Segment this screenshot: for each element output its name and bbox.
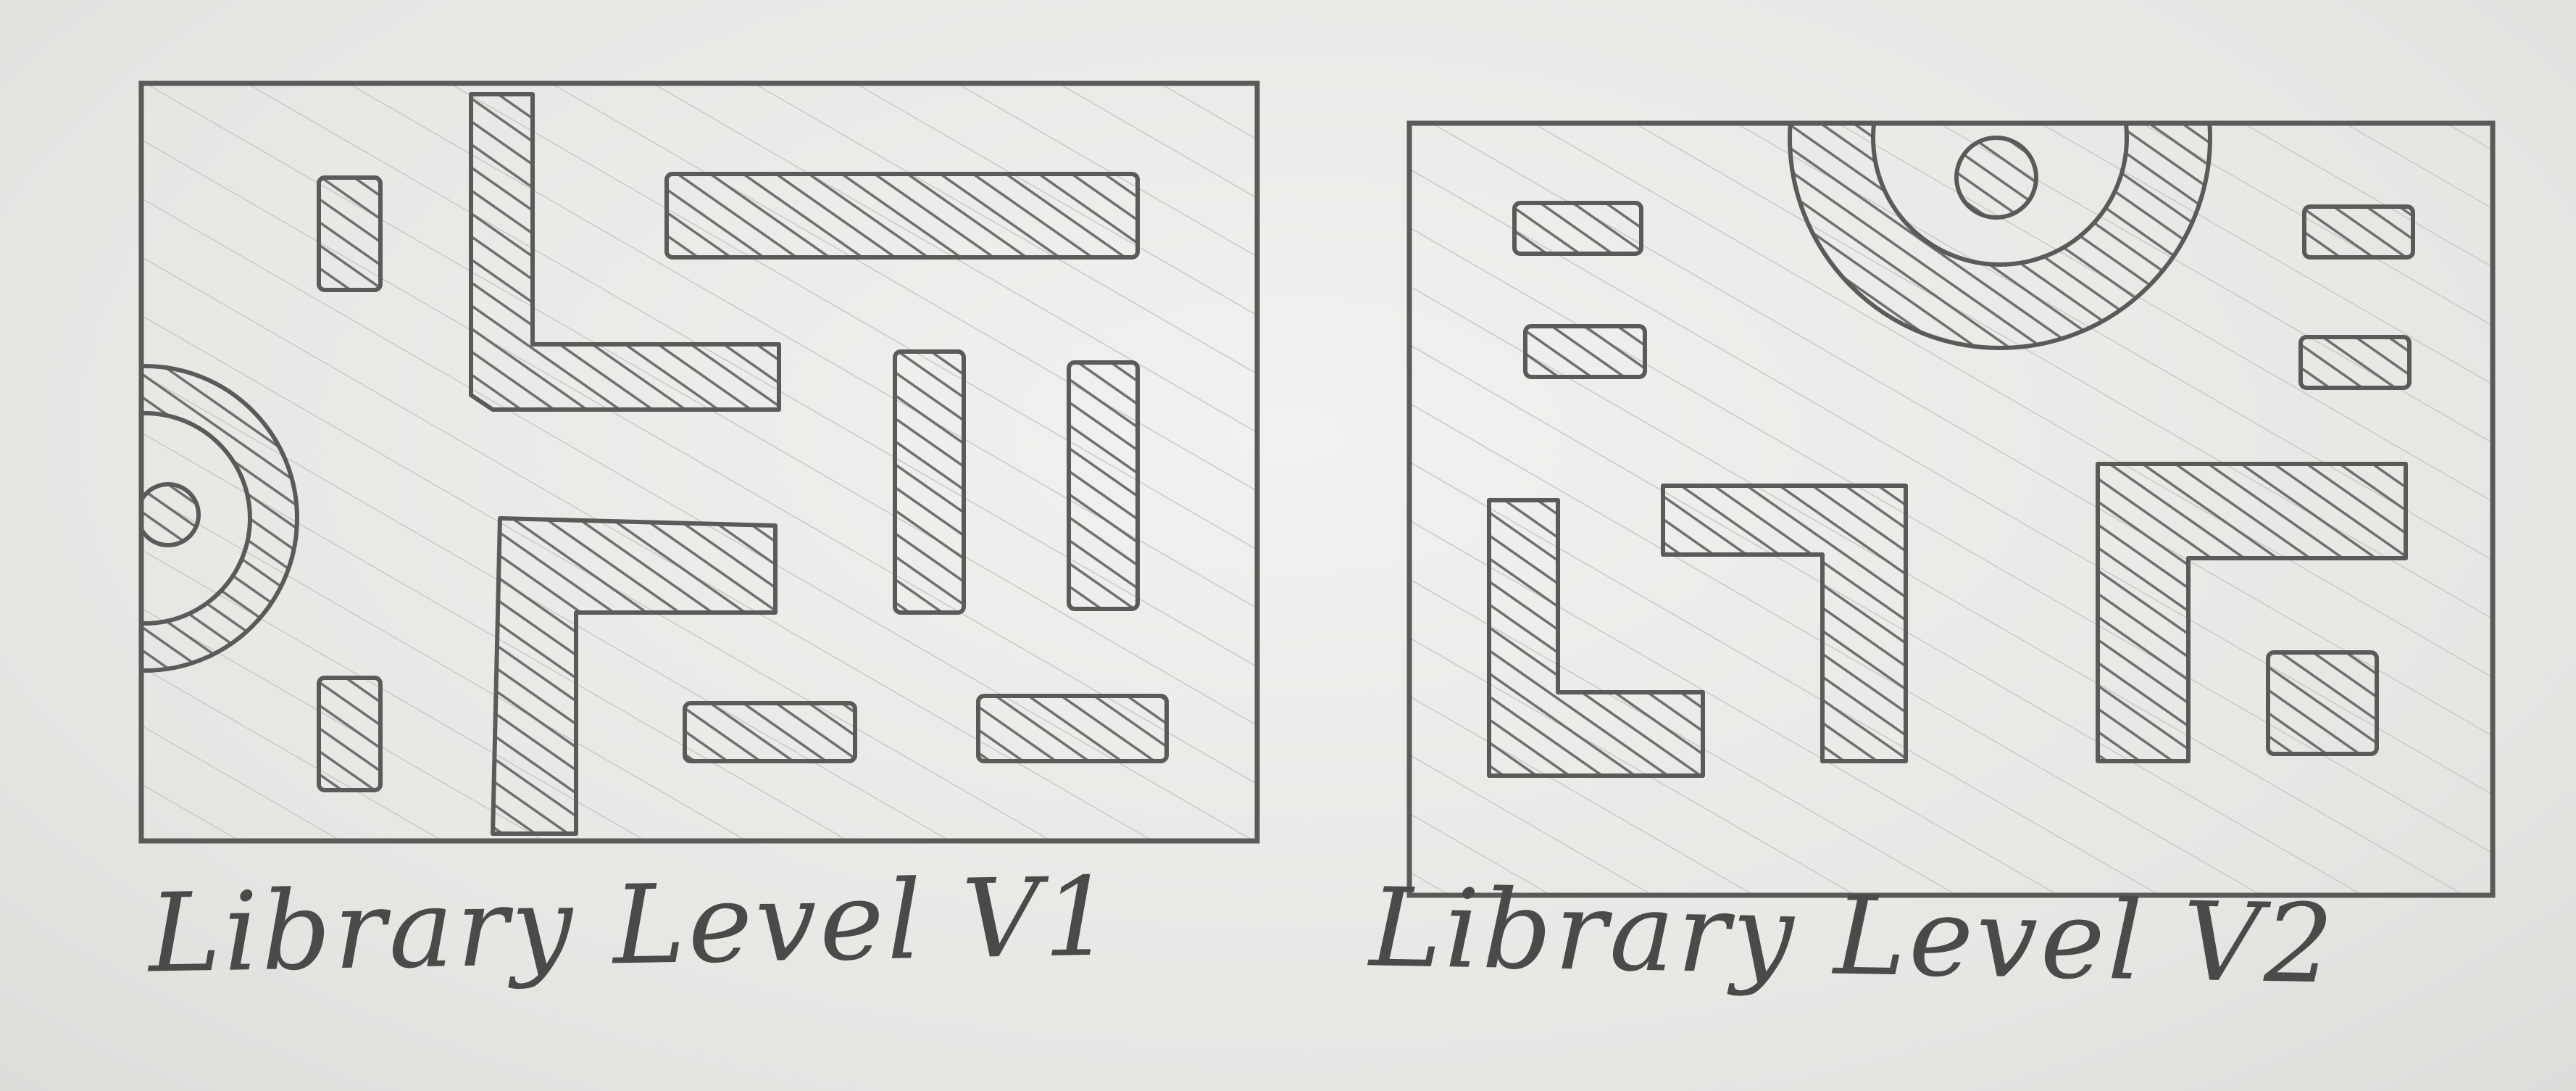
level-frame: [138, 80, 1260, 844]
caption-library-level-v1: Library Level V1: [147, 854, 1117, 997]
central-circle: [1954, 136, 2038, 220]
l-shaped-wall: [491, 516, 778, 836]
caption-library-level-v2: Library Level V2: [1368, 865, 2338, 1008]
shelf-block: [1523, 324, 1647, 379]
semicircle-arc: [141, 364, 300, 673]
shelf-block: [683, 701, 857, 763]
shelf-block: [2302, 204, 2415, 260]
semicircle-arc: [1787, 123, 2213, 350]
central-circle: [141, 482, 201, 547]
shelf-block: [1067, 360, 1140, 611]
l-shaped-wall: [1661, 484, 1908, 763]
shelf-block: [1512, 201, 1643, 256]
l-shaped-wall: [2096, 462, 2408, 763]
l-shaped-wall: [1487, 498, 1705, 778]
l-shaped-wall: [469, 92, 781, 412]
shelf-block: [317, 676, 383, 792]
library-level-v1-diagram: [138, 80, 1260, 844]
level-frame: [1406, 120, 2496, 898]
shelf-block: [317, 175, 383, 292]
shelf-block: [976, 694, 1169, 763]
shelf-block: [893, 349, 966, 615]
shelf-block: [2298, 335, 2412, 390]
shelf-block: [664, 172, 1140, 260]
shelf-block: [2266, 650, 2379, 756]
library-level-v2-diagram: [1406, 120, 2496, 898]
